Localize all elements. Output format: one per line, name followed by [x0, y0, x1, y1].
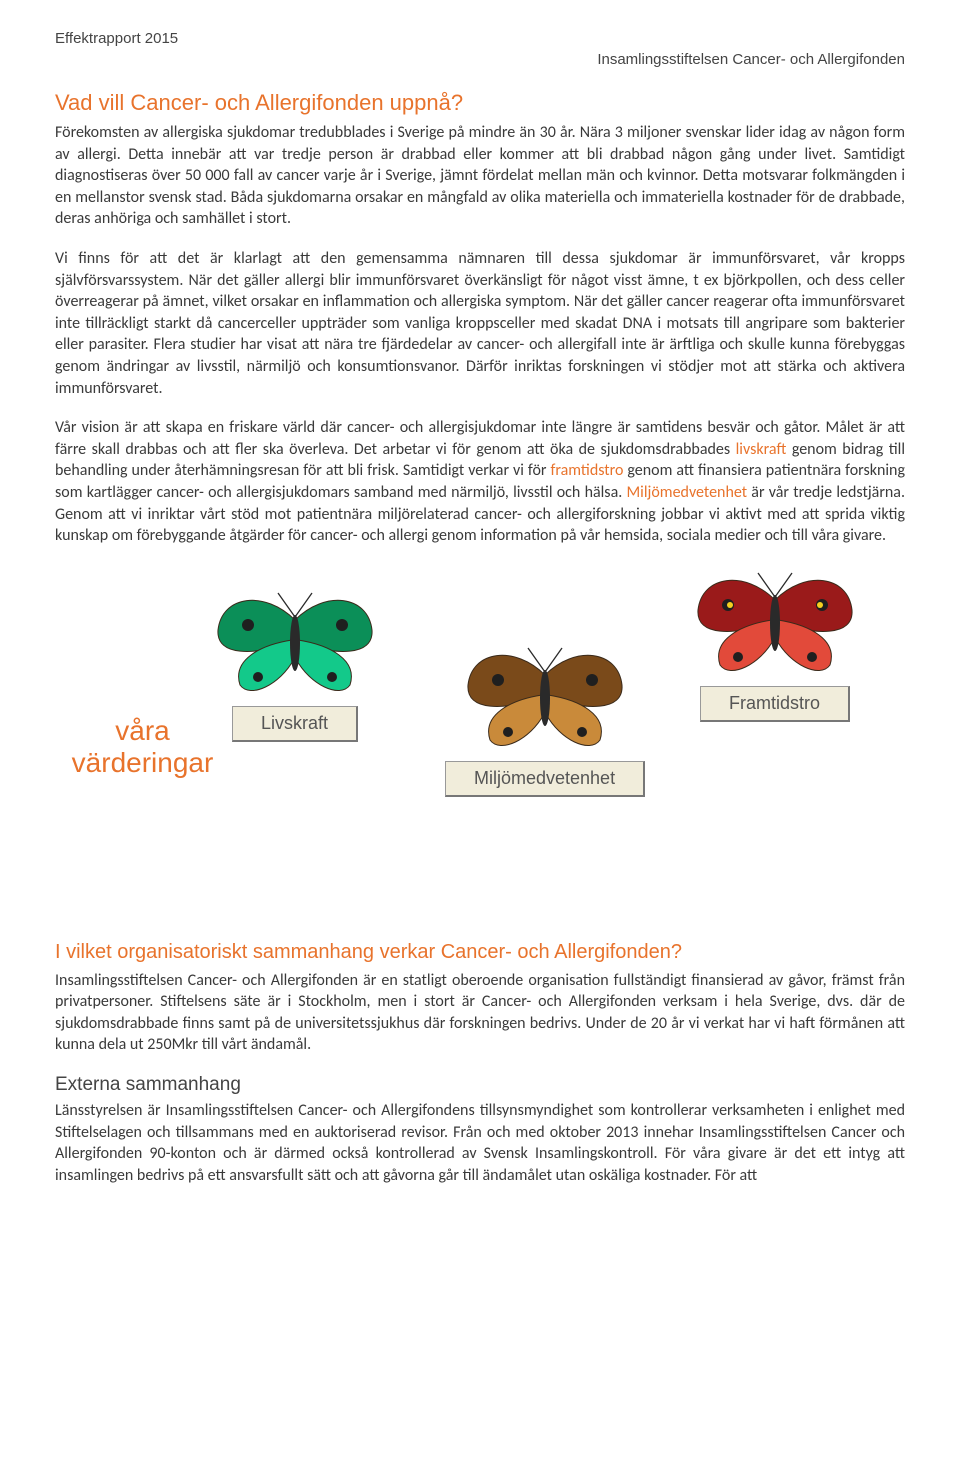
subheading-externa: Externa sammanhang	[55, 1074, 905, 1096]
pill-framtidstro: Framtidstro	[700, 686, 850, 722]
values-title: våra värderingar	[65, 715, 220, 779]
header-right: Insamlingsstiftelsen Cancer- och Allergi…	[55, 51, 905, 68]
butterfly-green-icon	[210, 585, 380, 700]
pill-livskraft: Livskraft	[232, 706, 358, 742]
paragraph-1: Förekomsten av allergiska sjukdomar tred…	[55, 122, 905, 230]
heading-goals: Vad vill Cancer- och Allergifonden uppnå…	[55, 90, 905, 116]
butterfly-brown-wrap: Miljömedvetenhet	[445, 640, 645, 797]
values-section: våra värderingar Livskraft	[55, 565, 905, 855]
heading-context: I vilket organisatoriskt sammanhang verk…	[55, 941, 905, 964]
butterfly-green-wrap: Livskraft	[210, 585, 380, 742]
butterfly-red-icon	[690, 565, 860, 680]
p3-miljo: Miljömedvetenhet	[627, 483, 748, 502]
pill-miljomedvetenhet: Miljömedvetenhet	[445, 761, 645, 797]
paragraph-2: Vi finns för att det är klarlagt att den…	[55, 248, 905, 399]
header-left: Effektrapport 2015	[55, 30, 905, 47]
butterfly-brown-icon	[460, 640, 630, 755]
values-title-l2: värderingar	[72, 747, 214, 778]
spacer	[55, 895, 905, 941]
butterfly-red-wrap: Framtidstro	[690, 565, 860, 722]
paragraph-4: Insamlingsstiftelsen Cancer- och Allergi…	[55, 970, 905, 1056]
p3-livskraft: livskraft	[736, 440, 787, 459]
paragraph-3: Vår vision är att skapa en friskare värl…	[55, 417, 905, 547]
p3-framtidstro: framtidstro	[550, 461, 623, 480]
paragraph-5: Länsstyrelsen är Insamlingsstiftelsen Ca…	[55, 1100, 905, 1186]
values-title-l1: våra	[115, 715, 169, 746]
